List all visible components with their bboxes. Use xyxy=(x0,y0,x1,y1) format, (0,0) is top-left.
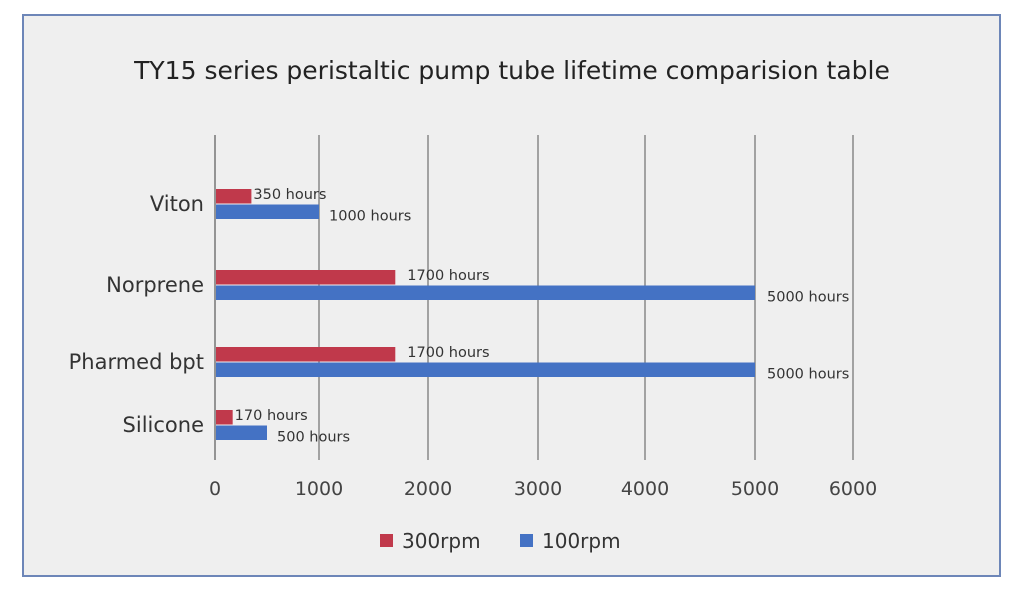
data-label: 350 hours xyxy=(253,187,326,203)
data-label: 1700 hours xyxy=(407,345,489,361)
category-label: Viton xyxy=(150,192,204,216)
x-tick-label: 4000 xyxy=(621,478,669,500)
legend-swatch xyxy=(380,534,393,547)
x-tick-label: 0 xyxy=(209,478,221,500)
x-tick-label: 1000 xyxy=(295,478,343,500)
category-label: Silicone xyxy=(123,413,204,437)
data-label: 170 hours xyxy=(235,408,308,424)
x-tick-label: 3000 xyxy=(514,478,562,500)
bar-100rpm xyxy=(216,204,319,219)
x-tick-label: 6000 xyxy=(829,478,877,500)
bar-100rpm xyxy=(216,285,755,300)
bar-100rpm xyxy=(216,425,267,440)
chart-title: TY15 series peristaltic pump tube lifeti… xyxy=(134,56,890,85)
category-label: Norprene xyxy=(106,273,204,297)
legend-label: 300rpm xyxy=(402,529,481,553)
bar-300rpm xyxy=(216,270,396,285)
legend-swatch xyxy=(520,534,533,547)
data-label: 5000 hours xyxy=(767,290,849,306)
bar-300rpm xyxy=(216,410,233,425)
data-label: 1700 hours xyxy=(407,268,489,284)
bar-300rpm xyxy=(216,189,252,204)
data-label: 1000 hours xyxy=(329,209,411,225)
x-tick-label: 5000 xyxy=(731,478,779,500)
data-label: 500 hours xyxy=(277,430,350,446)
bar-100rpm xyxy=(216,362,755,377)
x-tick-label: 2000 xyxy=(404,478,452,500)
data-label: 5000 hours xyxy=(767,367,849,383)
bar-300rpm xyxy=(216,347,396,362)
legend-label: 100rpm xyxy=(542,529,621,553)
category-label: Pharmed bpt xyxy=(69,350,204,374)
